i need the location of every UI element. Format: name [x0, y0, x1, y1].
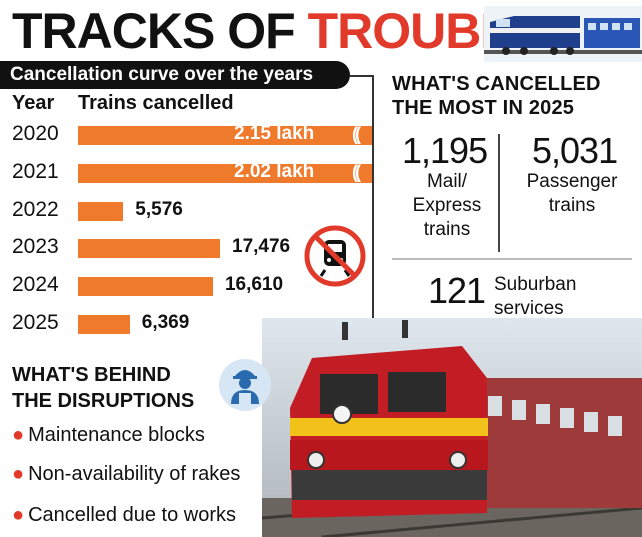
top-train-icon [484, 6, 642, 62]
disruptions-heading-line2: THE DISRUPTIONS [12, 390, 195, 412]
passenger-label-line1: Passenger [526, 171, 618, 192]
axis-break-icon: (( [352, 161, 361, 182]
bullet-dot-icon: ● [12, 504, 25, 526]
page-title: TRACKS OF TROUBLE [12, 2, 543, 60]
locomotive-icon [262, 318, 642, 537]
disruption-item-2: ● Non-availability of rakes [12, 463, 240, 486]
bar [78, 239, 220, 259]
most-cancelled-heading-line2: THE MOST IN 2025 [392, 97, 575, 119]
year-label: 2022 [12, 197, 59, 221]
year-label: 2023 [12, 235, 59, 259]
bullet-dot-icon: ● [12, 463, 25, 485]
disruption-item-3-text: Cancelled due to works [28, 504, 236, 526]
bracket-line-top [350, 75, 372, 77]
year-label: 2020 [12, 122, 59, 145]
title-part1: TRACKS OF [12, 3, 296, 59]
most-cancelled-heading: WHAT'S CANCELLED THE MOST IN 2025 [392, 72, 601, 120]
most-cancelled-heading-line1: WHAT'S CANCELLED [392, 73, 601, 95]
panel-divider-horizontal [392, 258, 632, 260]
disruption-item-2-text: Non-availability of rakes [28, 463, 241, 485]
axis-break-icon: (( [352, 124, 361, 144]
suburban-label-line1: Suburban [494, 274, 577, 295]
disruptions-heading: WHAT'S BEHIND THE DISRUPTIONS [12, 362, 194, 414]
disruptions-heading-line1: WHAT'S BEHIND [12, 364, 171, 386]
suburban-value: 121 [428, 270, 486, 311]
year-label: 2021 [12, 159, 59, 183]
suburban-label-line2: services [494, 298, 564, 319]
bar-value-label: 2.02 lakh [234, 160, 315, 182]
bar [78, 315, 130, 334]
mail-express-label-line3: trains [423, 219, 471, 240]
no-train-icon [304, 225, 366, 287]
col-trains-header: Trains cancelled [78, 92, 234, 114]
bar [78, 163, 374, 183]
most-cancelled-panel: WHAT'S CANCELLED THE MOST IN 2025 1,195 … [372, 60, 642, 355]
mail-express-value: 1,195 [402, 130, 488, 171]
bracket-line-vertical [372, 75, 374, 330]
bar-value-label: 17,476 [232, 236, 291, 258]
col-year-header: Year [12, 92, 55, 114]
mail-express-label-line2: Express [412, 195, 482, 216]
curve-heading: Cancellation curve over the years [10, 64, 314, 85]
passenger-value: 5,031 [532, 130, 618, 171]
bar [78, 277, 213, 297]
year-label: 2024 [12, 273, 59, 297]
bar-value-label: 5,576 [135, 198, 183, 220]
disruption-item-1: ● Maintenance blocks [12, 424, 205, 447]
worker-icon [219, 359, 271, 411]
curve-heading-band: Cancellation curve over the years [0, 61, 350, 89]
bar-value-label: 2.15 lakh [234, 123, 315, 144]
suburban-label: Suburban services [494, 273, 576, 321]
mail-express-label: Mail/ Express trains [392, 170, 502, 242]
passenger-label-line2: trains [548, 195, 596, 216]
disruption-item-1-text: Maintenance blocks [28, 424, 205, 446]
panel-divider-vertical [498, 134, 500, 252]
bar-value-label: 16,610 [224, 274, 284, 296]
bullet-dot-icon: ● [12, 424, 25, 446]
disruption-item-3: ● Cancelled due to works [12, 504, 236, 527]
bar-value-label: 6,369 [141, 312, 190, 333]
year-label: 2025 [12, 311, 59, 334]
mail-express-label-line1: Mail/ [426, 171, 468, 192]
passenger-label: Passenger trains [512, 170, 632, 218]
bar [78, 126, 374, 145]
bar [78, 201, 124, 221]
